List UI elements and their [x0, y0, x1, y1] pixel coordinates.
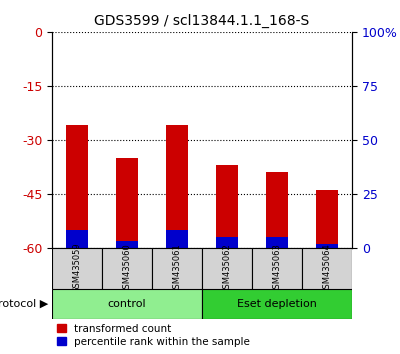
- Text: GSM435061: GSM435061: [172, 243, 182, 293]
- Bar: [202, 248, 252, 289]
- Bar: [302, 248, 352, 289]
- Text: GSM435064: GSM435064: [322, 243, 332, 293]
- Text: control: control: [108, 298, 146, 309]
- Text: GSM435060: GSM435060: [122, 243, 132, 293]
- Text: Eset depletion: Eset depletion: [237, 298, 317, 309]
- Title: GDS3599 / scl13844.1.1_168-S: GDS3599 / scl13844.1.1_168-S: [94, 14, 310, 28]
- Bar: [116, 158, 138, 248]
- Bar: [316, 244, 338, 248]
- Bar: [102, 248, 152, 289]
- Bar: [266, 172, 288, 248]
- Bar: [66, 230, 88, 248]
- Bar: [52, 248, 102, 289]
- Bar: [202, 289, 352, 319]
- Bar: [166, 125, 188, 248]
- Bar: [116, 241, 138, 248]
- Bar: [66, 125, 88, 248]
- Bar: [152, 248, 202, 289]
- Bar: [166, 230, 188, 248]
- Bar: [266, 237, 288, 248]
- Text: GSM435059: GSM435059: [72, 243, 82, 293]
- Text: protocol ▶: protocol ▶: [0, 298, 48, 309]
- Text: GSM435063: GSM435063: [272, 243, 282, 293]
- Legend: transformed count, percentile rank within the sample: transformed count, percentile rank withi…: [57, 324, 250, 347]
- Bar: [252, 248, 302, 289]
- Text: GSM435062: GSM435062: [222, 243, 232, 293]
- Bar: [316, 190, 338, 248]
- Bar: [216, 165, 238, 248]
- Bar: [216, 237, 238, 248]
- Bar: [52, 289, 202, 319]
